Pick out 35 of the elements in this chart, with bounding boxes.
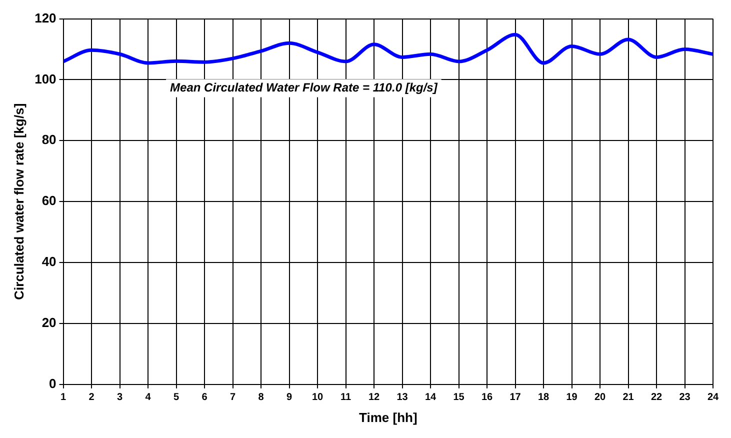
x-tick-label: 1: [60, 392, 67, 404]
x-tick-label: 22: [650, 392, 663, 404]
x-tick-label: 3: [117, 392, 124, 404]
x-tick-label: 7: [230, 392, 236, 404]
x-tick-label: 16: [481, 392, 494, 404]
x-tick-label: 18: [538, 392, 550, 404]
x-tick-label: 13: [396, 392, 408, 404]
y-tick-label: 100: [34, 71, 56, 86]
x-tick-label: 23: [679, 392, 691, 404]
line-series: [63, 32, 713, 65]
y-axis-title: Circulated water flow rate [kg/s]: [11, 103, 26, 300]
x-tick-label: 12: [368, 392, 380, 404]
annotation: Mean Circulated Water Flow Rate = 110.0 [kg/s]: [170, 80, 438, 95]
x-tick-label: 17: [510, 392, 522, 404]
y-tick-label: 20: [42, 315, 56, 330]
y-tick-label: 80: [42, 132, 56, 148]
x-tick-label: 5: [174, 392, 180, 404]
x-tick-label: 8: [258, 392, 264, 404]
x-tick-label: 24: [707, 392, 719, 404]
y-tick-label: 120: [34, 10, 56, 26]
x-tick-label: 6: [202, 392, 208, 404]
x-axis-title: Time [hh]: [359, 410, 418, 425]
x-tick-label: 2: [88, 392, 95, 404]
x-tick-label: 15: [453, 392, 465, 404]
x-tick-label: 10: [312, 392, 324, 404]
x-tick-label: 11: [340, 392, 352, 404]
x-tick-label: 4: [145, 392, 152, 404]
x-tick-label: 14: [424, 392, 437, 404]
x-tick-label: 9: [286, 392, 292, 404]
x-tick-label: 21: [622, 392, 634, 404]
y-tick-label: 40: [42, 254, 56, 270]
y-tick-label: 0: [49, 376, 56, 391]
y-tick-label: 60: [42, 193, 56, 208]
x-tick-label: 19: [566, 392, 578, 404]
x-tick-label: 20: [594, 392, 606, 404]
